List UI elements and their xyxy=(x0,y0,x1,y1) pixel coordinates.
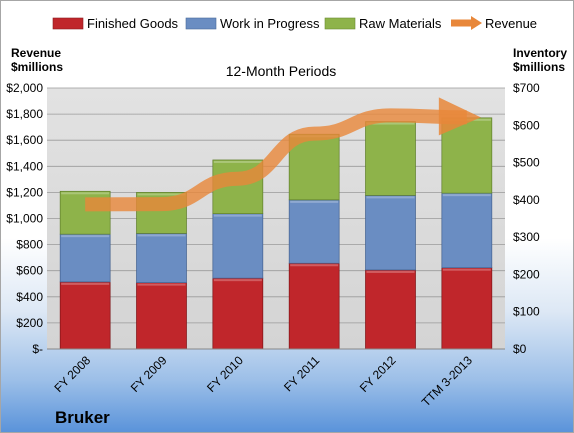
legend-item-finished-goods: Finished Goods xyxy=(52,16,179,31)
x-tick-label: FY 2012 xyxy=(357,353,399,395)
bar-highlight xyxy=(366,196,415,199)
bar-work-in-progress xyxy=(136,233,187,283)
legend-label-raw-materials: Raw Materials xyxy=(359,16,442,31)
bar-highlight xyxy=(442,268,491,271)
bar-highlight xyxy=(366,270,415,273)
company-name: Bruker xyxy=(55,408,110,427)
left-axis-title-line1: Revenue xyxy=(11,46,61,60)
legend-label-revenue: Revenue xyxy=(485,16,537,31)
bar-highlight xyxy=(137,234,186,237)
plot-title: 12-Month Periods xyxy=(226,63,337,79)
right-axis-ticks: $0 $100 $200 $300 $400 $500 $600 $700 xyxy=(513,81,540,356)
left-tick-label: $1,400 xyxy=(6,159,43,173)
bar-highlight xyxy=(61,235,110,238)
legend-swatch-finished-goods xyxy=(52,17,84,30)
bar-highlight xyxy=(137,283,186,286)
left-tick-label: $1,200 xyxy=(6,185,43,199)
bar-finished-goods xyxy=(212,277,264,350)
bar-work-in-progress xyxy=(59,233,111,283)
bar-finished-goods xyxy=(288,262,340,350)
bar-finished-goods xyxy=(441,267,493,350)
bar-highlight xyxy=(61,192,110,195)
bar-highlight xyxy=(290,264,339,267)
bar-raw-materials xyxy=(288,133,340,201)
x-tick-label: FY 2008 xyxy=(51,353,93,395)
left-tick-label: $2,000 xyxy=(6,81,43,95)
bar-highlight xyxy=(442,194,491,197)
right-tick-label: $0 xyxy=(513,342,527,356)
bar-highlight xyxy=(290,200,339,203)
x-tick-label: TTM 3-2013 xyxy=(419,353,475,409)
right-tick-label: $500 xyxy=(513,156,540,170)
right-tick-label: $100 xyxy=(513,305,540,319)
right-tick-label: $300 xyxy=(513,230,540,244)
bar-finished-goods xyxy=(136,282,187,350)
revenue-line xyxy=(85,97,481,212)
legend-label-work-in-progress: Work in Progress xyxy=(220,16,320,31)
left-axis-ticks: $- $200 $400 $600 $800 $1,000 $1,200 $1,400 $1,6… xyxy=(6,81,43,356)
bar-highlight xyxy=(137,193,186,196)
bar-work-in-progress xyxy=(365,195,416,271)
legend-label-finished-goods: Finished Goods xyxy=(87,16,179,31)
right-tick-label: $700 xyxy=(513,81,540,95)
bar-raw-materials xyxy=(365,121,416,196)
bar-highlight xyxy=(213,214,262,217)
left-axis-title-line2: $millions xyxy=(11,60,63,74)
right-axis-title-line1: Inventory xyxy=(513,46,567,60)
legend-swatch-raw-materials xyxy=(324,17,356,30)
left-tick-label: $600 xyxy=(16,264,43,278)
bar-work-in-progress xyxy=(288,199,340,264)
revenue-arrowhead xyxy=(438,97,481,136)
bar-highlight xyxy=(366,122,415,125)
legend-item-raw-materials: Raw Materials xyxy=(324,16,442,31)
x-tick-label: FY 2010 xyxy=(204,353,246,395)
right-tick-label: $400 xyxy=(513,193,540,207)
bar-highlight xyxy=(213,279,262,282)
left-tick-label: $1,600 xyxy=(6,133,43,147)
legend-arrowhead-revenue xyxy=(471,16,482,30)
legend: Finished Goods Work in Progress Raw Mate… xyxy=(52,16,537,31)
right-tick-label: $200 xyxy=(513,267,540,281)
bar-finished-goods xyxy=(59,281,111,350)
bar-highlight xyxy=(61,282,110,285)
right-tick-label: $600 xyxy=(513,118,540,132)
bar-highlight xyxy=(213,160,262,163)
right-axis-title-line2: $millions xyxy=(513,60,565,74)
x-axis-ticks: FY 2008 FY 2009 FY 2010 FY 2011 FY 2012 TTM 3… xyxy=(51,353,475,409)
x-tick-label: FY 2011 xyxy=(281,353,322,394)
bars xyxy=(59,117,493,350)
legend-swatch-work-in-progress xyxy=(185,17,217,30)
left-tick-label: $400 xyxy=(16,290,43,304)
x-tick-label: FY 2009 xyxy=(128,353,170,395)
left-tick-label: $200 xyxy=(16,316,43,330)
legend-item-revenue: Revenue xyxy=(451,16,537,31)
left-tick-label: $1,000 xyxy=(6,212,43,226)
left-tick-label: $800 xyxy=(16,238,43,252)
bar-work-in-progress xyxy=(441,192,493,269)
bar-work-in-progress xyxy=(212,213,264,279)
left-tick-label: $1,800 xyxy=(6,107,43,121)
revenue-line-path xyxy=(85,108,467,212)
legend-item-work-in-progress: Work in Progress xyxy=(185,16,320,31)
left-tick-label: $- xyxy=(32,342,43,356)
bar-finished-goods xyxy=(365,269,416,350)
